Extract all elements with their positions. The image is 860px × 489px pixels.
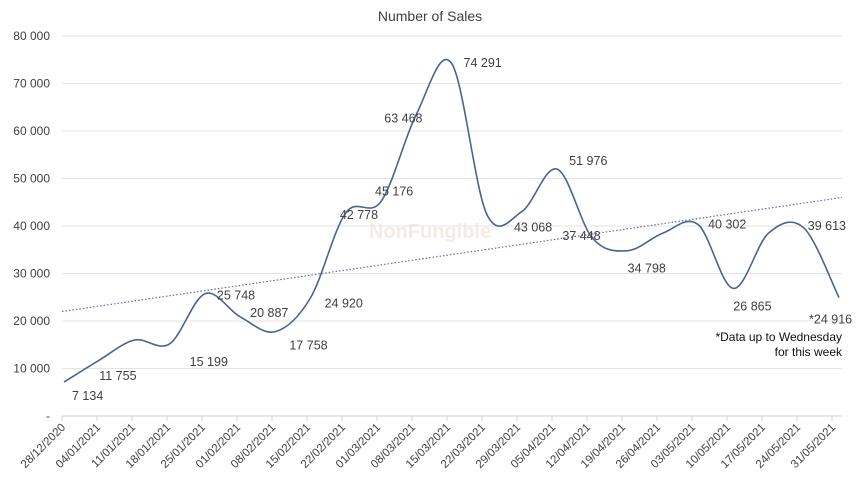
chart-title: Number of Sales <box>378 8 482 24</box>
data-label: 25 748 <box>217 289 255 303</box>
y-tick-label: 50 000 <box>13 172 50 186</box>
data-label: 24 920 <box>325 297 363 311</box>
data-label: 40 302 <box>708 218 746 232</box>
data-label: 42 778 <box>340 208 378 222</box>
data-label: 39 613 <box>808 219 846 233</box>
y-tick-label: 30 000 <box>13 267 50 281</box>
y-tick-label: 60 000 <box>13 124 50 138</box>
annotation-line-2: for this week <box>775 345 843 359</box>
data-label: 15 199 <box>190 355 228 369</box>
data-label: 45 176 <box>375 184 413 198</box>
y-tick-label: 20 000 <box>13 314 50 328</box>
data-label: 7 134 <box>72 389 103 403</box>
y-tick-label: 80 000 <box>13 29 50 43</box>
data-label: 26 865 <box>733 299 771 313</box>
data-label: 37 448 <box>562 229 600 243</box>
data-label: 74 291 <box>464 56 502 70</box>
y-tick-label: - <box>46 409 50 423</box>
y-tick-label: 40 000 <box>13 219 50 233</box>
data-label: 17 758 <box>289 339 327 353</box>
data-label: 51 976 <box>569 154 607 168</box>
data-label: 63 468 <box>384 112 422 126</box>
watermark: NonFungible <box>369 221 491 243</box>
trendline <box>61 196 843 313</box>
annotation-line-1: *Data up to Wednesday <box>715 330 842 344</box>
data-label: 11 755 <box>99 369 136 383</box>
y-tick-label: 70 000 <box>13 77 50 91</box>
data-label: *24 916 <box>809 313 852 327</box>
data-label: 20 887 <box>250 306 288 320</box>
y-tick-label: 10 000 <box>13 362 50 376</box>
data-label: 43 068 <box>514 220 552 234</box>
sales-series-line <box>63 59 840 383</box>
data-label: 34 798 <box>628 262 666 276</box>
